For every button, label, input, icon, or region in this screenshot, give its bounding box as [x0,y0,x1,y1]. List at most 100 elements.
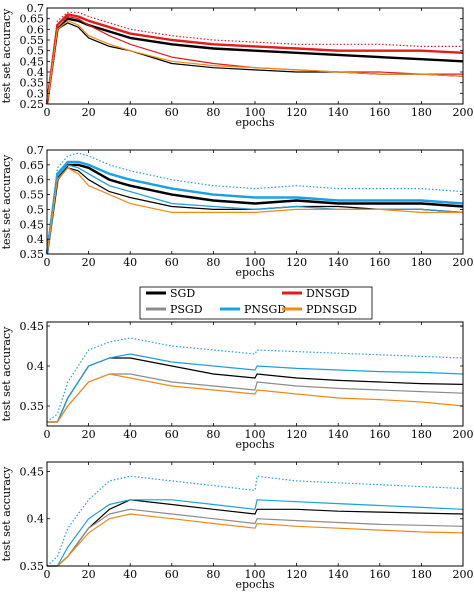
y-tick-label: 0.25 [20,98,45,111]
series-line-pdnsgd-solid-p3 [47,373,464,423]
legend-box [139,286,373,320]
x-tick-label: 200 [453,256,474,269]
series-line-dnsgd-smooth-p1 [45,13,464,105]
series-line-dnsgd-dotted-p1 [46,11,463,102]
x-tick-label: 0 [44,256,51,269]
x-tick-label: 200 [453,106,474,119]
series-line-pdnsgd-solid-p1 [46,20,464,105]
y-tick-label: 0.4 [27,360,45,373]
x-tick-label: 160 [369,428,390,441]
y-tick-label: 0.55 [20,189,45,202]
series-line-psgd-solid-p3 [47,373,464,423]
x-tick-label: 20 [82,256,96,269]
x-tick-label: 0 [44,568,51,581]
y-tick-label: 0.5 [27,45,45,58]
series-line-psgd-solid-p4 [47,508,464,567]
series-line-pnsgd-smooth-p2 [45,160,464,255]
series-line-pnsgd-solid-p4 [47,499,464,567]
x-tick-label: 180 [411,568,432,581]
x-tick-label: 80 [206,428,220,441]
legend-label-pdnsgd: PDNSGD [306,303,357,316]
y-tick-label: 0.45 [20,320,45,333]
series-line-pnsgd-solid-p3 [47,353,464,423]
x-tick-label: 100 [245,568,266,581]
x-tick-label: 140 [328,568,349,581]
y-tick-label: 0.65 [20,13,45,26]
x-tick-label: 60 [165,256,179,269]
x-tick-label: 0 [44,428,51,441]
x-tick-label: 80 [206,256,220,269]
x-tick-label: 160 [369,106,390,119]
y-tick-label: 0.3 [27,87,45,100]
x-tick-label: 100 [245,256,266,269]
x-tick-label: 40 [123,568,137,581]
y-tick-label: 0.45 [20,465,45,478]
y-tick-label: 0.35 [20,560,45,573]
series-line-dnsgd-solid-p1 [46,15,463,105]
x-tick-label: 80 [206,568,220,581]
x-tick-label: 100 [245,106,266,119]
y-tick-label: 0.55 [20,34,45,47]
series-line-pnsgd-dotted-p4 [46,475,464,567]
x-axis-label: epochs [235,578,274,591]
x-tick-label: 60 [165,106,179,119]
y-axis-label: test set accuracy [0,326,13,422]
x-tick-label: 140 [328,256,349,269]
y-tick-label: 0.45 [20,55,45,68]
y-tick-label: 0.4 [27,513,45,526]
series-line-pnsgd-dotted-p3 [46,337,464,423]
legend-label-sgd: SGD [170,287,195,300]
x-tick-label: 60 [165,428,179,441]
x-tick-label: 40 [123,256,137,269]
y-tick-label: 0.4 [27,66,45,79]
y-tick-label: 0.6 [27,174,45,187]
x-tick-label: 180 [411,106,432,119]
x-tick-label: 40 [123,428,137,441]
x-axis-label: epochs [235,266,274,279]
x-tick-label: 40 [123,106,137,119]
x-axis-label: epochs [235,438,274,451]
x-tick-label: 180 [411,428,432,441]
legend-label-pnsgd: PNSGD [244,303,286,316]
y-tick-label: 0.45 [20,218,45,231]
x-tick-label: 200 [453,568,474,581]
x-tick-label: 120 [286,428,307,441]
plot-frame-1 [46,7,464,105]
x-tick-label: 140 [328,428,349,441]
y-tick-label: 0.35 [20,77,45,90]
y-tick-label: 0.35 [20,248,45,261]
x-tick-label: 20 [82,106,96,119]
x-tick-label: 120 [286,568,307,581]
x-tick-label: 0 [44,106,51,119]
x-tick-label: 120 [286,106,307,119]
legend-label-psgd: PSGD [170,303,203,316]
y-tick-label: 0.65 [20,159,45,172]
series-line-sgd-smooth-p1 [45,17,464,105]
series-line-pnsgd-dotted-p2 [46,152,464,252]
x-tick-label: 60 [165,568,179,581]
x-tick-label: 180 [411,256,432,269]
x-tick-label: 20 [82,428,96,441]
y-axis-label: test set accuracy [0,466,13,562]
x-tick-label: 160 [369,568,390,581]
series-line-sgd-solid-p2 [46,167,464,255]
y-axis-label: test set accuracy [0,154,13,250]
x-tick-label: 120 [286,256,307,269]
x-tick-label: 80 [206,106,220,119]
x-tick-label: 140 [328,106,349,119]
series-line-sgd-smooth-p2 [45,163,464,255]
y-tick-label: 0.7 [27,2,45,15]
legend-label-dnsgd: DNSGD [306,287,350,300]
x-tick-label: 100 [245,428,266,441]
y-tick-label: 0.5 [27,203,45,216]
series-line-pnsgd-solid-p2 [46,164,464,255]
series-line-pdnsgd-solid-p2 [46,167,463,255]
plot-frame-2 [46,149,464,255]
y-tick-label: 0.6 [27,23,45,36]
y-tick-label: 0.4 [27,233,45,246]
x-tick-label: 20 [82,568,96,581]
x-tick-label: 160 [369,256,390,269]
y-axis-label: test set accuracy [0,8,13,104]
